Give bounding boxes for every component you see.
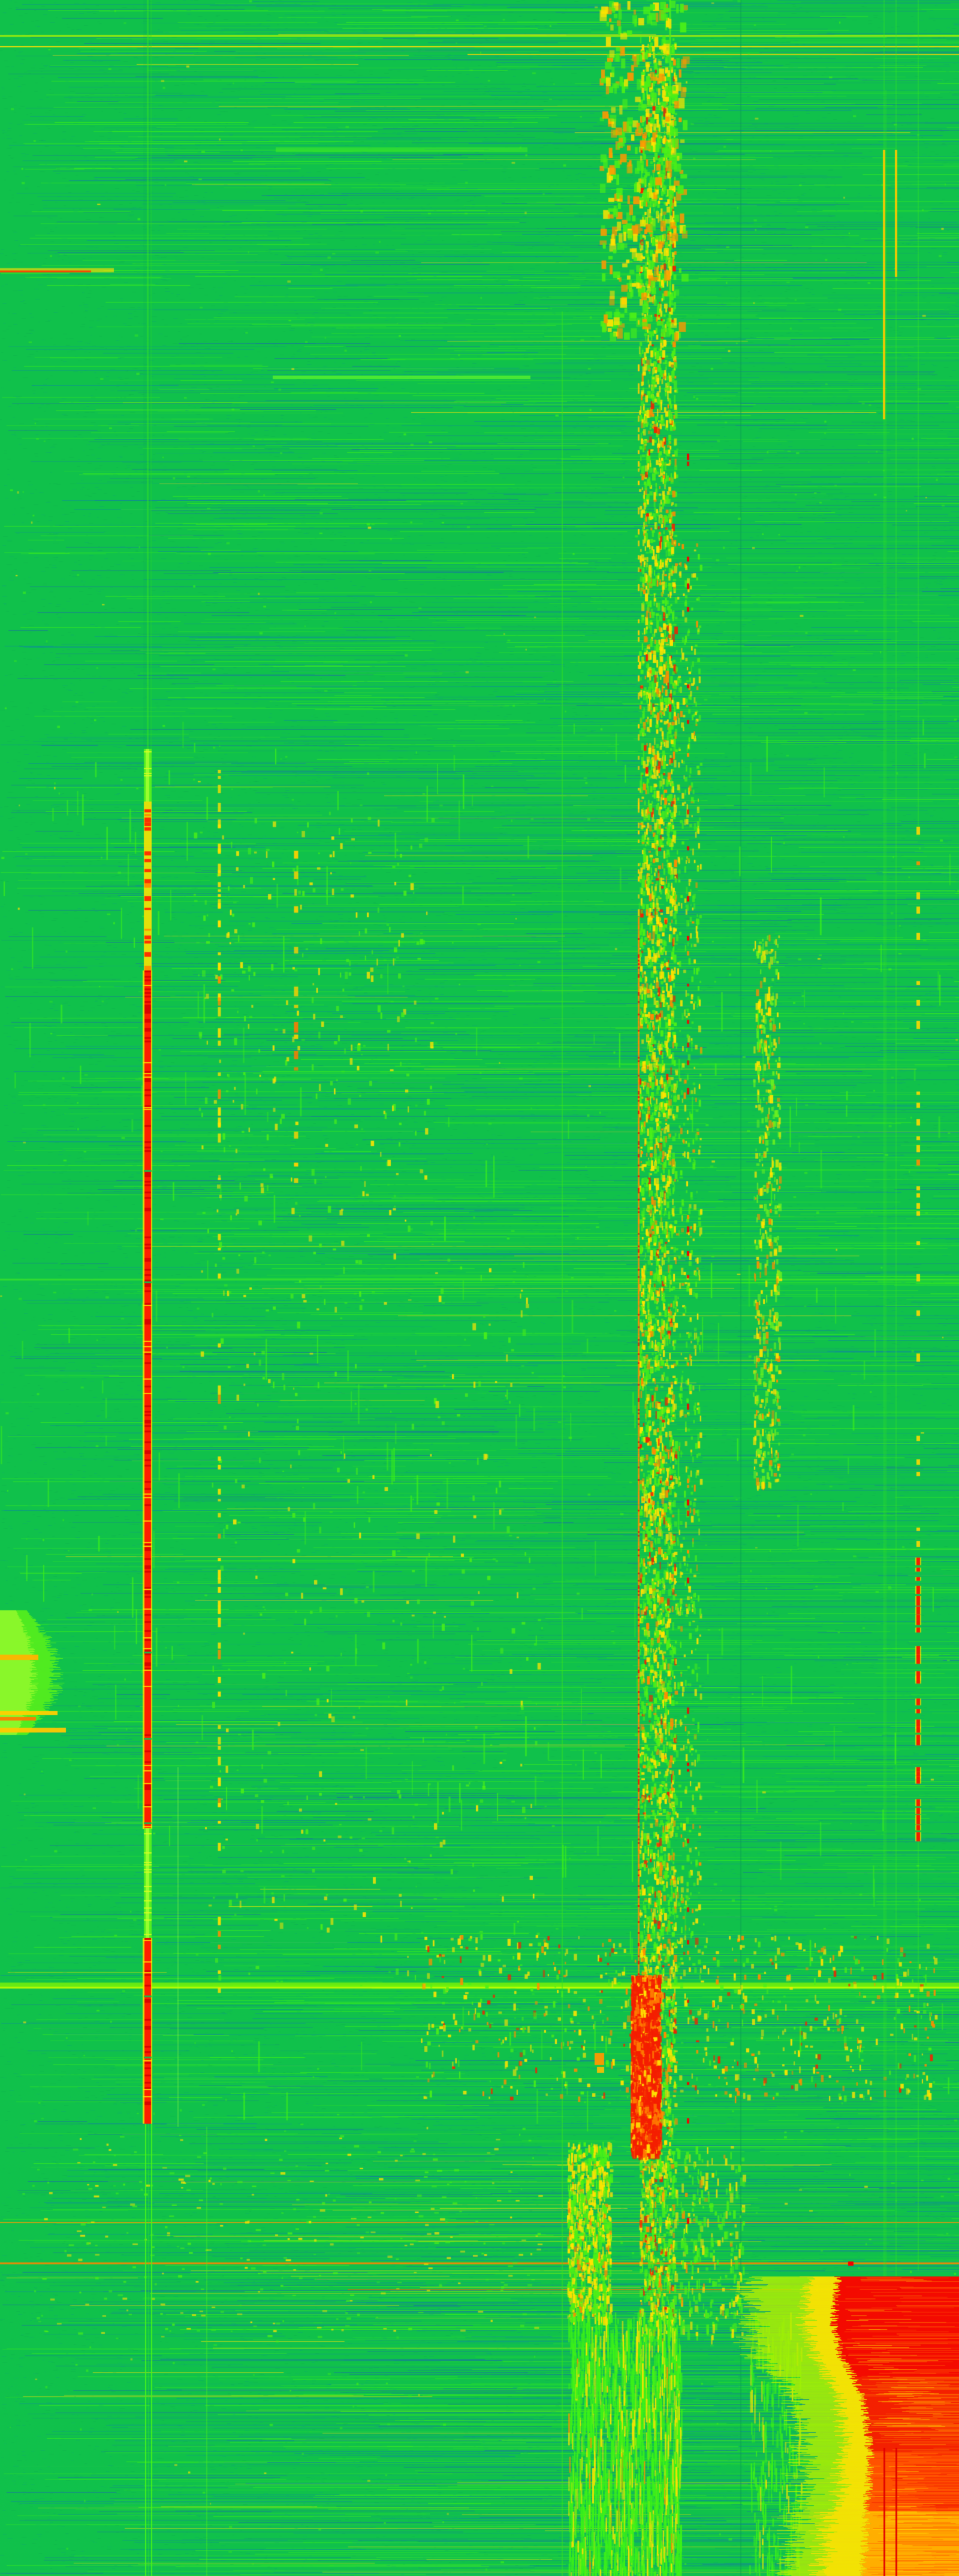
spectrogram-view [0, 0, 959, 2576]
waterfall-heatmap-canvas [0, 0, 959, 2576]
